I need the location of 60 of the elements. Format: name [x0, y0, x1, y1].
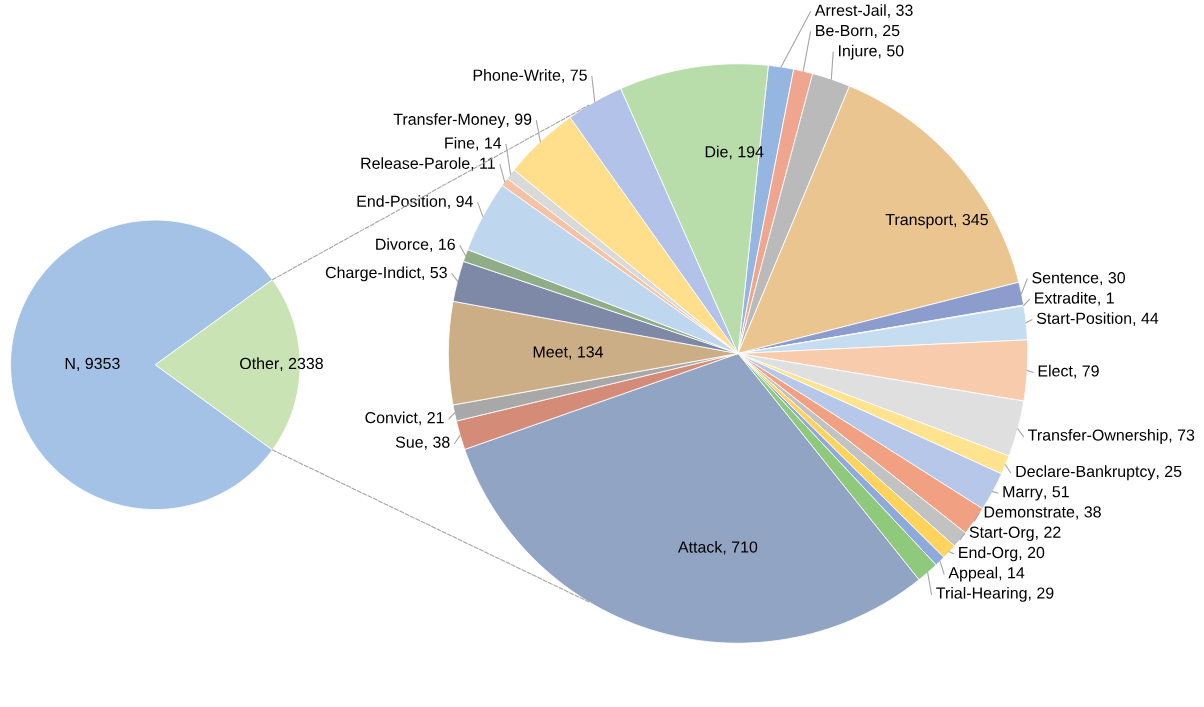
slice-label: Sentence — [1032, 272, 1099, 284]
slice-label: Convict — [365, 411, 418, 424]
data-label: , 99 — [506, 113, 532, 127]
slice-label: Sue — [395, 436, 423, 448]
slice-label: Divorce — [376, 238, 429, 250]
slice-label: Injure — [839, 44, 877, 60]
data-label: , 710 — [723, 541, 758, 555]
data-label: , 9353 — [77, 357, 120, 371]
data-label: , 16 — [430, 238, 455, 252]
slice-label: Extradite — [1035, 291, 1097, 304]
data-label: , 94 — [448, 195, 473, 209]
slice-label: End-Org — [959, 546, 1018, 562]
slice-label: Trial-Hearing — [936, 586, 1027, 602]
slice-label: Fine — [445, 136, 475, 149]
slice-label: Demonstrate — [984, 506, 1075, 518]
data-label: , 75 — [562, 69, 587, 83]
slice-label: Appeal — [948, 566, 998, 582]
slice-label: Transport — [885, 214, 953, 229]
data-label: , 33 — [888, 4, 913, 18]
data-label: , 38 — [425, 436, 450, 450]
slice-label: Release-Parole — [361, 157, 470, 169]
slice-label: End-Position — [357, 195, 446, 207]
slice-label: Transfer-Ownership — [1028, 428, 1168, 444]
slice-label: Attack — [677, 540, 723, 553]
data-label: , 30 — [1100, 272, 1126, 286]
data-label: , 134 — [569, 346, 604, 360]
slice-label: Start-Position — [1036, 312, 1132, 324]
slice-label: Transfer-Money — [393, 113, 506, 129]
data-label: , 29 — [1028, 587, 1054, 601]
data-label: , 21 — [419, 411, 444, 426]
slice-label: Start-Org — [969, 526, 1034, 542]
slice-label: Other — [240, 357, 279, 370]
data-label: , 51 — [1044, 486, 1069, 500]
slice-label: Marry — [1003, 486, 1043, 501]
data-label: , 345 — [954, 213, 988, 228]
slice-label: Arrest-Jail — [814, 4, 886, 16]
slice-label: N — [65, 357, 75, 369]
data-label: , 2338 — [280, 357, 323, 371]
data-label: , 25 — [1156, 465, 1182, 479]
data-label: , 1 — [1098, 292, 1114, 306]
data-label: , 20 — [1019, 546, 1045, 561]
data-label: , 79 — [1074, 365, 1099, 379]
slice-label: Meet — [533, 346, 568, 358]
data-label: , 11 — [471, 157, 495, 171]
data-label: , 38 — [1076, 506, 1101, 520]
slice-label: Phone-Write — [473, 69, 561, 81]
data-label: , 44 — [1133, 312, 1159, 326]
data-label: , 14 — [999, 567, 1025, 581]
slice-label: Elect — [1038, 364, 1073, 377]
slice-label: Charge-Indict — [325, 266, 421, 282]
data-label: , 73 — [1169, 429, 1195, 443]
data-label: , 50 — [878, 45, 904, 59]
data-label: , 25 — [874, 24, 900, 39]
data-label: , 194 — [729, 146, 764, 160]
slice-label: Be-Born — [816, 25, 873, 37]
data-label: , 53 — [422, 266, 447, 281]
data-label: , 22 — [1036, 526, 1061, 540]
slice-label: Die — [705, 145, 728, 158]
slice-label: Declare-Bankruptcy — [1016, 465, 1156, 481]
data-label: , 14 — [476, 137, 502, 151]
